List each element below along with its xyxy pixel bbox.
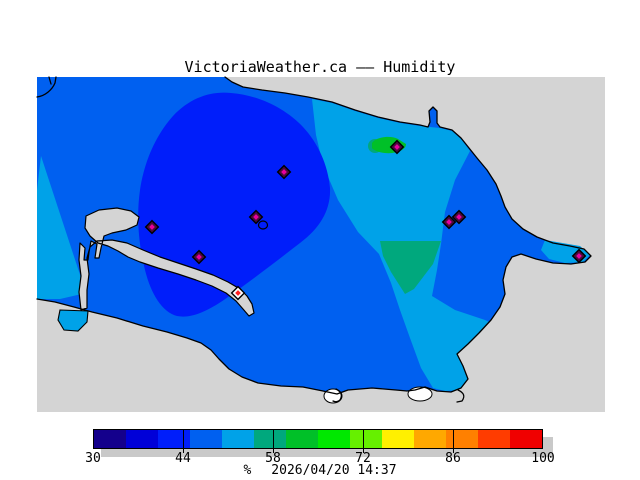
colorbar-tick <box>183 429 184 453</box>
colorbar-tick-label: 30 <box>85 451 101 466</box>
colorbar-segment <box>158 430 190 448</box>
station-markers-layer <box>144 139 587 301</box>
pond-outline <box>257 220 269 230</box>
colorbar-tick-label: 72 <box>355 451 371 466</box>
colorbar-tick-label: 86 <box>445 451 461 466</box>
colorbar-unit-label: % <box>243 463 252 478</box>
island-arc-notch <box>48 76 52 85</box>
colorbar-tick-label: 100 <box>531 451 555 466</box>
humidity-region-40-45-blob <box>138 92 331 317</box>
colorbar <box>93 429 543 449</box>
page-title: VictoriaWeather.ca —— Humidity <box>184 58 456 76</box>
colorbar-tick <box>363 429 364 453</box>
station-marker[interactable] <box>389 139 405 155</box>
station-marker[interactable] <box>441 214 457 230</box>
outside-domain-area <box>37 77 605 412</box>
colorbar-segment <box>382 430 414 448</box>
colorbar-segment <box>350 430 382 448</box>
colorbar-segment <box>414 430 446 448</box>
colorbar-tick-label: 58 <box>265 451 281 466</box>
colorbar-segment <box>126 430 158 448</box>
station-marker[interactable] <box>451 209 467 225</box>
humidity-region-50-55-left-wedge <box>37 156 86 299</box>
colorbar-segment <box>478 430 510 448</box>
colorbar-segment <box>222 430 254 448</box>
peninsula-spit-land <box>78 207 255 317</box>
coast-curl <box>456 389 465 403</box>
station-marker[interactable] <box>571 248 587 264</box>
humidity-region-55-60-wedge <box>380 241 441 294</box>
map-timestamp: 2026/04/20 14:37 <box>271 463 397 478</box>
station-marker[interactable] <box>144 219 160 235</box>
colorbar-segment <box>94 430 126 448</box>
colorbar-segment <box>254 430 286 448</box>
colorbar-tick <box>453 429 454 453</box>
colorbar-segment <box>318 430 350 448</box>
colorbar-footer: % 2026/04/20 14:37 <box>0 463 640 478</box>
colorbar-segment <box>510 430 542 448</box>
station-marker[interactable] <box>248 209 264 225</box>
station-marker[interactable] <box>230 285 246 301</box>
colorbar-segment <box>446 430 478 448</box>
station-marker[interactable] <box>276 164 292 180</box>
coast-curl <box>332 388 342 403</box>
island-arc-coastline <box>36 76 57 98</box>
colorbar-segment <box>286 430 318 448</box>
colorbar-tick-label: 44 <box>175 451 191 466</box>
colorbar-segment <box>190 430 222 448</box>
station-marker[interactable] <box>191 249 207 265</box>
coastline <box>36 76 592 395</box>
colorbar-tick <box>273 429 274 453</box>
